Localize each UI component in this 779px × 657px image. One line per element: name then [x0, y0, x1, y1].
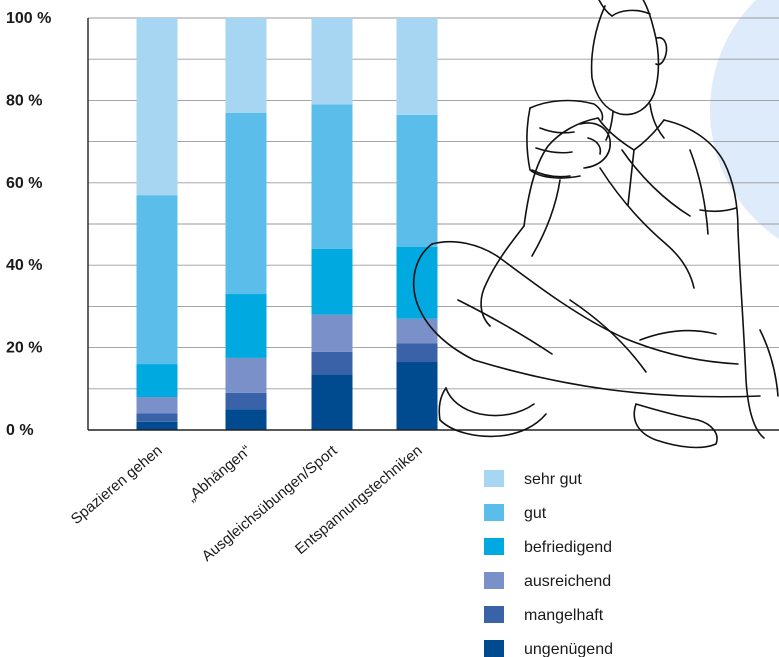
bar-segment	[136, 364, 178, 398]
legend-label: ausreichend	[524, 573, 611, 590]
bar-segment	[311, 314, 353, 352]
bar-segment	[136, 195, 178, 365]
bar-segment	[311, 351, 353, 375]
bar-segment	[311, 248, 353, 315]
y-tick-label: 40 %	[6, 257, 42, 274]
bar-segment	[396, 114, 438, 247]
legend-swatch	[484, 640, 504, 657]
legend-label: befriedigend	[524, 539, 612, 556]
bar-segment	[225, 392, 267, 410]
bar-segment	[225, 357, 267, 393]
bar-segment	[311, 104, 353, 249]
y-tick-label: 0 %	[6, 422, 34, 439]
legend-label: ungenügend	[524, 641, 613, 657]
bar-segment	[225, 112, 267, 295]
bar-segment	[136, 397, 178, 414]
legend-label: sehr gut	[524, 471, 582, 488]
legend-swatch	[484, 470, 504, 487]
bar-segment	[136, 421, 178, 430]
y-tick-label: 80 %	[6, 92, 42, 109]
legend-swatch	[484, 538, 504, 555]
sitting-person-illustration	[412, 0, 779, 449]
bar-segment	[225, 409, 267, 430]
bar-segment	[136, 18, 178, 196]
x-category-label: Spazieren gehen	[68, 442, 166, 528]
bars	[136, 18, 438, 430]
bar-segment	[396, 318, 438, 344]
legend-label: mangelhaft	[524, 607, 604, 624]
bar-segment	[396, 343, 438, 363]
x-axis-category-labels: Spazieren gehen „Abhängen“Ausgleichsübung…	[68, 442, 426, 565]
bar-segment	[136, 413, 178, 422]
legend-swatch	[484, 606, 504, 623]
bar-segment	[225, 294, 267, 358]
y-tick-label: 60 %	[6, 175, 42, 192]
background-circle-decoration	[710, 0, 779, 239]
bar-segment	[311, 18, 353, 105]
y-tick-label: 20 %	[6, 340, 42, 357]
legend-label: gut	[524, 505, 547, 522]
bar-segment	[396, 18, 438, 115]
x-category-label: Ausgleichsübungen/Sport	[199, 442, 342, 565]
legend-swatch	[484, 504, 504, 521]
y-axis-tick-labels: 0 % 20 % 40 % 60 % 80 % 100 %	[6, 10, 51, 439]
bar-segment	[396, 246, 438, 319]
bar-segment	[225, 18, 267, 113]
legend-swatch	[484, 572, 504, 589]
bar-segment	[396, 362, 438, 430]
legend: sehr gut gut befriedigend ausreichend mangel…	[484, 470, 613, 657]
y-tick-label: 100 %	[6, 10, 51, 27]
bar-segment	[311, 374, 353, 430]
x-category-label: „Abhängen“	[184, 442, 255, 505]
